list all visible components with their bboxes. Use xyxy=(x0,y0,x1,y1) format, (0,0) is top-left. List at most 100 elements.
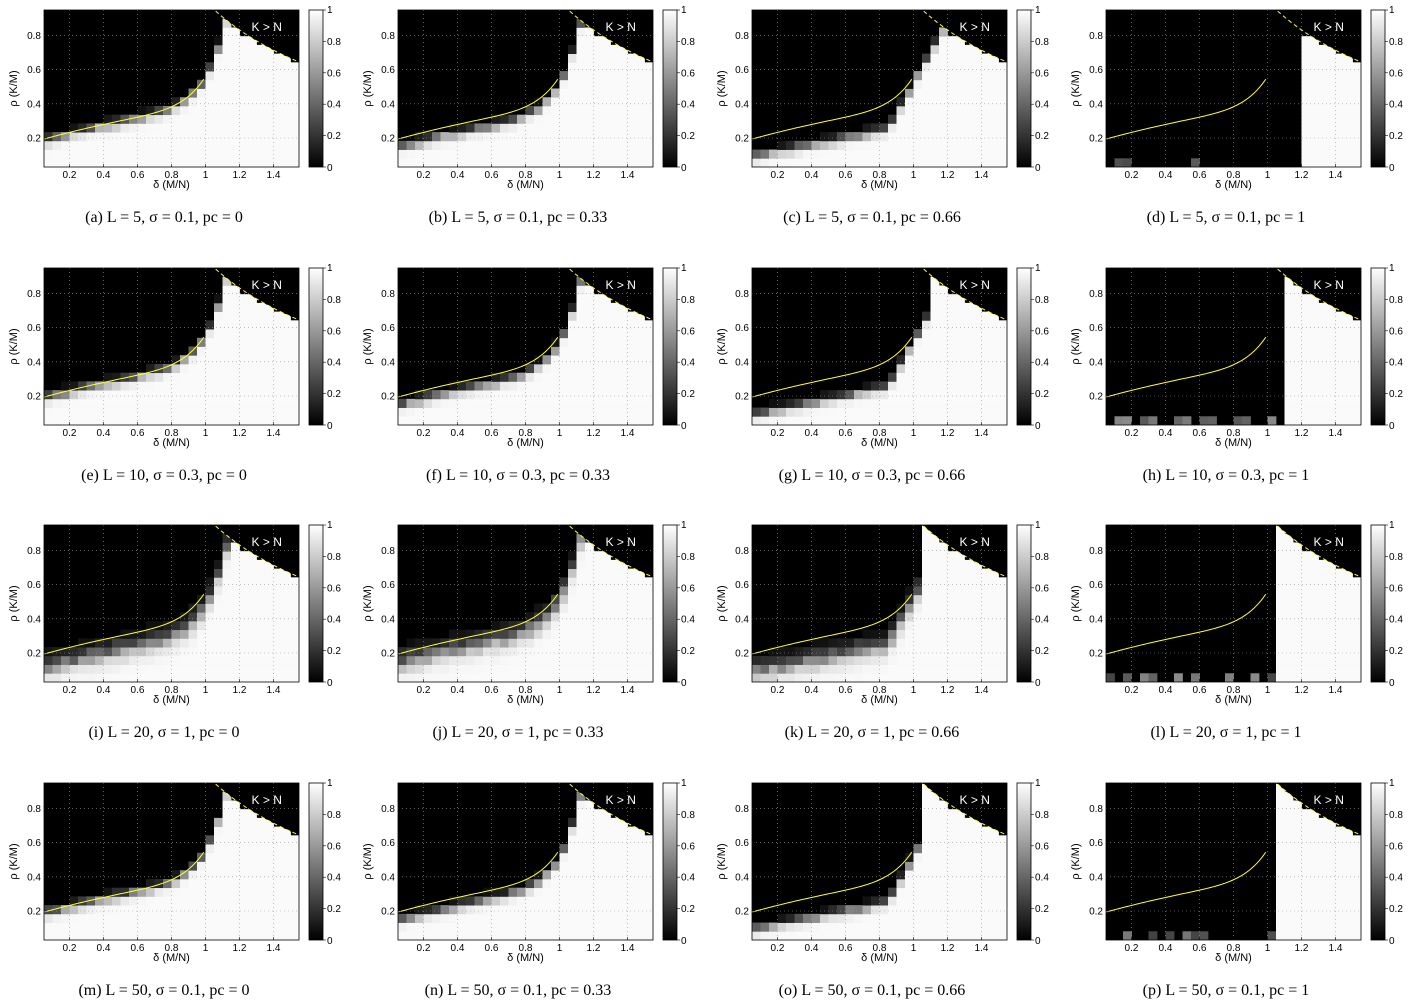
heatmap-cell xyxy=(576,817,586,828)
heatmap-cell xyxy=(964,53,974,63)
heatmap-cell xyxy=(256,612,266,622)
heatmap-cell xyxy=(1344,79,1353,89)
heatmap-cell xyxy=(619,673,628,682)
heatmap-cell xyxy=(981,97,991,107)
heatmap-cell xyxy=(222,673,232,682)
heatmap-cell xyxy=(973,302,982,313)
heatmap-cell xyxy=(542,638,552,648)
heatmap-cell xyxy=(1352,931,1361,940)
heatmap-cell xyxy=(973,568,982,578)
heatmap-cell xyxy=(1327,861,1336,871)
heatmap-cell xyxy=(777,149,787,159)
heatmap-cell xyxy=(163,105,172,116)
heatmap-cell xyxy=(905,913,914,923)
heatmap-cell xyxy=(1301,149,1311,159)
heatmap-cell xyxy=(896,629,906,639)
heatmap-cell xyxy=(222,158,232,167)
heatmap-cell xyxy=(1344,878,1353,889)
heatmap-cell xyxy=(120,896,130,906)
heatmap-cell xyxy=(602,817,611,828)
heatmap-cell xyxy=(1301,79,1311,89)
heatmap-cell xyxy=(760,416,770,425)
heatmap-cell xyxy=(913,647,923,657)
heatmap-cell xyxy=(1284,337,1294,347)
colorbar-tick-label: 0.6 xyxy=(1035,326,1049,337)
heatmap-cell xyxy=(474,407,484,417)
heatmap-cell xyxy=(913,844,923,854)
heatmap-cell xyxy=(466,655,475,665)
k-gt-n-boundary xyxy=(569,268,652,320)
heatmap-cell xyxy=(922,809,931,819)
heatmap-cell xyxy=(973,105,982,116)
heatmap-cell xyxy=(256,835,266,845)
heatmap-cell xyxy=(947,71,957,81)
heatmap-cell xyxy=(644,647,653,657)
heatmap-cell xyxy=(103,140,113,150)
heatmap-cell xyxy=(282,390,291,400)
heatmap-cell xyxy=(1335,140,1345,150)
heatmap-cell xyxy=(1284,542,1294,552)
heatmap-cell xyxy=(273,612,283,622)
heatmap-cell xyxy=(103,887,113,897)
heatmap-cell xyxy=(197,123,206,133)
heatmap-cell xyxy=(231,913,240,923)
heatmap-cell xyxy=(239,861,249,871)
heatmap-cell xyxy=(205,372,215,382)
heatmap-cell xyxy=(273,372,283,382)
colorbar-tick-label: 0.4 xyxy=(681,100,695,111)
heatmap-cell xyxy=(956,36,965,46)
heatmap-cell xyxy=(956,809,965,819)
heatmap-cell xyxy=(576,870,586,880)
heatmap-cell xyxy=(845,905,855,915)
heatmap-cell xyxy=(786,140,795,150)
heatmap-cell xyxy=(120,887,130,897)
heatmap-cell xyxy=(973,79,982,89)
heatmap-cell xyxy=(1301,826,1311,836)
heatmap-cell xyxy=(256,594,266,604)
heatmap-cell xyxy=(290,931,299,940)
heatmap-cell xyxy=(990,844,999,854)
heatmap-cells xyxy=(398,791,653,940)
heatmap-cell xyxy=(922,320,931,330)
heatmap-cell xyxy=(466,647,475,657)
heatmap-cell xyxy=(457,416,467,425)
heatmap-cell xyxy=(610,612,620,622)
x-axis-label: δ (M/N) xyxy=(507,952,544,964)
heatmap-cell xyxy=(930,390,940,400)
heatmap-cell xyxy=(256,913,266,923)
colorbar-tick-label: 1 xyxy=(327,5,333,16)
heatmap-cell xyxy=(939,870,948,880)
colorbar-tick-label: 0 xyxy=(1035,421,1041,432)
heatmap-cell xyxy=(947,620,957,631)
heatmap-cell xyxy=(964,852,974,862)
heatmap-cell xyxy=(888,922,897,932)
heatmap-cell xyxy=(905,896,914,906)
heatmap-cell xyxy=(273,381,283,391)
heatmap-cell xyxy=(905,105,914,116)
heatmap-cell xyxy=(973,887,982,897)
heatmap-cell xyxy=(568,861,577,871)
heatmap-cell xyxy=(491,398,501,408)
heatmap-cell xyxy=(146,922,155,932)
heatmap-cell xyxy=(786,149,795,159)
x-tick-label: 0.8 xyxy=(519,943,533,954)
heatmap-cell xyxy=(103,149,113,159)
heatmap-cell xyxy=(905,870,914,880)
heatmap-cell xyxy=(423,132,433,142)
heatmap-cell xyxy=(534,870,543,880)
heatmap-cell xyxy=(845,149,855,159)
heatmap-cell xyxy=(559,398,569,408)
heatmap-cell xyxy=(432,647,441,657)
heatmap-cell xyxy=(290,398,299,408)
heatmap-cell xyxy=(265,53,274,63)
heatmap-cell xyxy=(1335,629,1345,639)
heatmap-cell xyxy=(998,870,1007,880)
heatmap-cell xyxy=(956,407,965,417)
x-tick-label: 1.4 xyxy=(267,685,281,696)
heatmap-cell xyxy=(568,664,577,674)
heatmap-cell xyxy=(990,372,999,382)
heatmap-cell xyxy=(248,878,257,889)
heatmap-cell xyxy=(845,390,855,400)
heatmap-cell xyxy=(559,586,569,596)
heatmap-cell xyxy=(1293,551,1302,561)
